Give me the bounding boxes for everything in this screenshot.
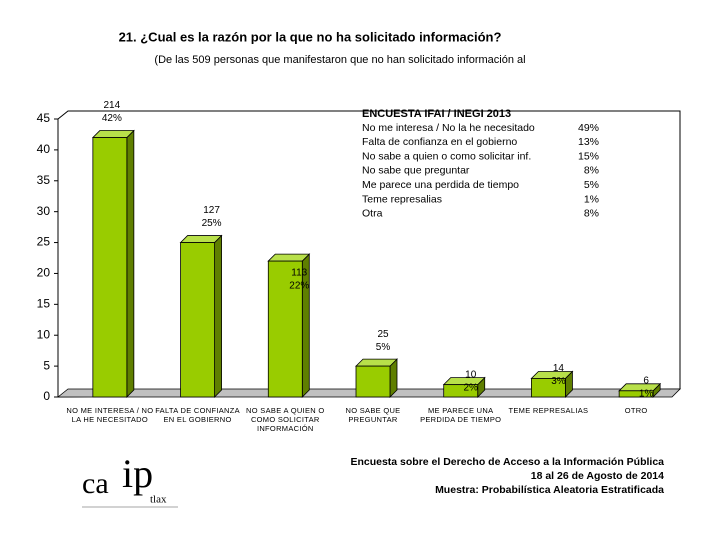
logo-text: tlax — [150, 494, 167, 506]
legend-title: ENCUESTA IFAI / INEGI 2013 — [362, 108, 511, 120]
legend-label: Me parece una perdida de tiempo — [362, 179, 519, 191]
value-label: 42% — [102, 113, 122, 124]
count-label: 127 — [203, 205, 220, 216]
value-label: 2% — [463, 382, 478, 393]
count-label: 214 — [104, 100, 121, 111]
bar-side — [214, 234, 222, 398]
legend-label: Otra — [362, 208, 383, 220]
y-tick-label: 10 — [37, 327, 51, 341]
bar-side — [126, 129, 135, 398]
bar — [443, 384, 479, 398]
x-tick-label: ME PARECE UNA PERDIDA DE TIEMPO — [420, 406, 502, 424]
footer-text: Encuesta sobre el Derecho de Acceso a la… — [350, 456, 664, 468]
legend-value: 13% — [578, 136, 599, 148]
y-tick-label: 35 — [37, 173, 51, 187]
chart-subtitle: (De las 509 personas que manifestaron qu… — [154, 54, 525, 66]
legend-value: 15% — [578, 150, 599, 162]
x-tick-label: FALTA DE CONFIANZA EN EL GOBIERNO — [155, 406, 240, 424]
legend-value: 8% — [584, 208, 599, 220]
legend-value: 49% — [578, 122, 599, 134]
x-tick-label: OTRO — [624, 406, 648, 415]
bar — [618, 390, 654, 398]
legend-label: Teme represalias — [362, 193, 442, 205]
legend-label: No sabe que preguntar — [362, 165, 470, 177]
bar — [355, 365, 391, 398]
value-label: 3% — [551, 376, 566, 387]
bar — [267, 260, 303, 398]
count-label: 14 — [553, 363, 565, 374]
value-label: 1% — [639, 388, 654, 399]
logo-text: ca — [82, 467, 109, 500]
legend-label: No me interesa / No la he necesitado — [362, 122, 535, 134]
legend-label: No sabe a quien o como solicitar inf. — [362, 150, 531, 162]
count-label: 25 — [377, 329, 389, 340]
bar — [92, 137, 128, 398]
x-tick-label: NO SABE QUE PREGUNTAR — [345, 406, 401, 424]
value-label: 25% — [202, 218, 222, 229]
bar-top — [267, 253, 311, 262]
footer-text: Muestra: Probabilística Aleatoria Estrat… — [435, 484, 664, 496]
legend-label: Falta de confianza en el gobierno — [362, 136, 517, 148]
legend-value: 8% — [584, 165, 599, 177]
value-label: 22% — [289, 281, 309, 292]
x-tick-label: TEME REPRESALIAS — [508, 406, 589, 415]
y-tick-label: 5 — [43, 358, 50, 372]
value-label: 5% — [376, 342, 391, 353]
count-label: 113 — [291, 268, 307, 279]
legend-value: 5% — [584, 179, 599, 191]
y-tick-label: 45 — [37, 111, 51, 125]
bar-top — [179, 235, 223, 243]
y-tick-label: 30 — [37, 204, 51, 218]
bar-top — [91, 130, 135, 138]
footer-text: 18 al 26 de Agosto de 2014 — [531, 470, 664, 482]
bar — [180, 242, 215, 398]
logo-text: ip — [122, 451, 153, 496]
legend-value: 1% — [584, 193, 599, 205]
count-label: 10 — [465, 369, 477, 380]
y-tick-label: 40 — [37, 142, 51, 156]
y-tick-label: 15 — [37, 297, 51, 311]
bar-top — [355, 358, 398, 367]
y-tick-label: 20 — [37, 266, 51, 280]
y-tick-label: 0 — [43, 389, 50, 403]
bar — [531, 378, 566, 398]
chart-title: 21. ¿Cual es la razón por la que no ha s… — [119, 29, 502, 44]
x-tick-label: NO ME INTERESA / NO LA HE NECESITADO — [66, 406, 154, 424]
y-tick-label: 25 — [37, 235, 51, 249]
x-tick-label: NO SABE A QUIEN O COMO SOLICITAR INFORMA… — [246, 406, 325, 433]
count-label: 6 — [643, 375, 649, 386]
